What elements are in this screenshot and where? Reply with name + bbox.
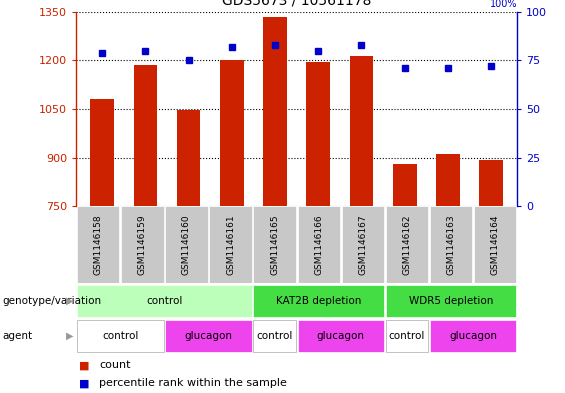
Bar [350,55,373,206]
Text: glucagon: glucagon [185,331,232,341]
Bar [436,154,460,206]
Bar [298,206,340,283]
Bar [254,285,384,317]
Text: genotype/variation: genotype/variation [3,296,102,306]
Bar [474,206,516,283]
Text: control: control [257,331,293,341]
Bar [386,206,428,283]
Bar [177,110,201,206]
Text: control: control [146,296,182,306]
Bar [90,99,114,206]
Text: WDR5 depletion: WDR5 depletion [408,296,493,306]
Bar [254,206,295,283]
Bar [479,160,503,206]
Bar [342,206,384,283]
Bar [77,206,119,283]
Bar [298,320,384,352]
Text: 100%: 100% [489,0,517,9]
Bar [430,320,516,352]
Bar [306,62,330,206]
Text: ▶: ▶ [66,331,73,341]
Bar [133,65,157,206]
Title: GDS5673 / 10561178: GDS5673 / 10561178 [222,0,371,8]
Text: GSM1146162: GSM1146162 [402,215,411,275]
Text: agent: agent [3,331,33,341]
Text: ■: ■ [79,360,90,371]
Text: GSM1146166: GSM1146166 [314,214,323,275]
Text: KAT2B depletion: KAT2B depletion [276,296,362,306]
Bar [166,320,251,352]
Text: GSM1146158: GSM1146158 [94,214,103,275]
Text: percentile rank within the sample: percentile rank within the sample [99,378,287,388]
Text: glucagon: glucagon [449,331,497,341]
Text: control: control [102,331,138,341]
Bar [77,320,163,352]
Bar [430,206,472,283]
Text: GSM1146164: GSM1146164 [490,215,499,275]
Text: ■: ■ [79,378,90,388]
Text: GSM1146159: GSM1146159 [138,214,147,275]
Bar [220,61,244,206]
Text: GSM1146167: GSM1146167 [358,214,367,275]
Text: ▶: ▶ [66,296,73,306]
Bar [254,320,295,352]
Bar [393,164,416,206]
Text: GSM1146165: GSM1146165 [270,214,279,275]
Text: GSM1146163: GSM1146163 [446,214,455,275]
Text: glucagon: glucagon [317,331,364,341]
Text: control: control [389,331,425,341]
Bar [263,17,287,206]
Bar [121,206,163,283]
Text: GSM1146161: GSM1146161 [226,214,235,275]
Bar [77,285,251,317]
Bar [386,320,428,352]
Bar [166,206,207,283]
Text: GSM1146160: GSM1146160 [182,214,191,275]
Bar [210,206,251,283]
Text: count: count [99,360,131,371]
Bar [386,285,516,317]
